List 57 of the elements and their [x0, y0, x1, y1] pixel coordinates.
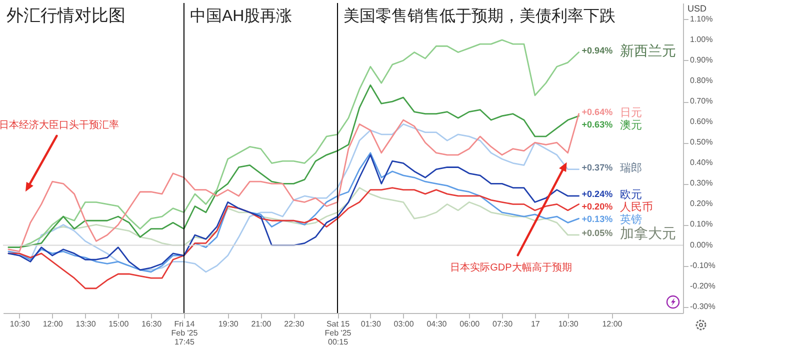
y-tick-label: 1.00%: [690, 34, 713, 44]
data-label: +0.94%: [582, 45, 613, 56]
x-tick-label: Sat 15 Feb '25 00:15: [324, 320, 352, 346]
x-tick-label: 10:30: [10, 320, 31, 328]
text: 加拿大元: [620, 225, 676, 242]
annotation: 日本实际GDP大幅高于预期: [450, 262, 572, 274]
y-tick-label: 0.60%: [690, 117, 713, 126]
x-tick-label: 04:30: [426, 320, 448, 328]
x-tick-label: 17: [530, 320, 540, 328]
y-tick-label: 0.40%: [690, 158, 713, 168]
text: 澳元: [620, 119, 642, 132]
text: 英镑: [620, 212, 642, 226]
x-tick-label: 12:00: [602, 320, 623, 328]
y-tick-label: 0.00%: [690, 240, 713, 250]
x-tick-label: 19:30: [218, 320, 239, 328]
x-tick-label: 12:00: [42, 320, 64, 328]
text: 欧元: [620, 188, 642, 201]
y-tick-label: -0.20%: [690, 281, 716, 290]
x-tick-label: 03:00: [394, 320, 414, 328]
y-tick-label: 0.90%: [690, 55, 713, 64]
text: 新西兰元: [620, 42, 676, 58]
y-tick-label: 0.80%: [690, 76, 713, 86]
x-tick-label: 15:00: [108, 320, 130, 328]
data-label: +0.63%: [582, 119, 613, 130]
ref-line-label: 中国AH股再涨: [190, 7, 292, 25]
data-label: +0.05%: [582, 228, 613, 238]
y-tick-label: 0.70%: [690, 96, 713, 106]
text: 人民币: [620, 200, 653, 214]
y-tick-label: 0.30%: [690, 178, 713, 188]
y-tick-label: 0.10%: [690, 220, 713, 229]
chart-title: 外汇行情对比图: [6, 6, 126, 25]
x-tick-label: 10:30: [558, 320, 579, 328]
y-tick-label: 1.10%: [690, 14, 713, 24]
data-label: +0.64%: [582, 106, 613, 117]
x-tick-label: 22:30: [284, 320, 305, 328]
x-tick-label: 21:00: [251, 320, 272, 328]
text: 日元: [620, 106, 642, 119]
data-label: +0.13%: [582, 214, 613, 224]
data-label: +0.37%: [582, 162, 613, 172]
x-tick-label: Fri 14 Feb '25 17:45: [171, 320, 198, 346]
y-tick-label: -0.30%: [690, 302, 716, 311]
text: 瑞郎: [620, 161, 642, 174]
ref-line-label: 美国零售销售低于预期，美债利率下跌: [344, 7, 616, 25]
x-tick-label: 16:30: [142, 320, 162, 328]
x-tick-label: 06:00: [460, 320, 480, 328]
x-tick-label: 13:30: [76, 320, 96, 328]
y-tick-label: 0.50%: [690, 138, 713, 147]
line-series: [8, 113, 580, 252]
y-tick-label: -0.10%: [690, 260, 716, 270]
data-label: +0.20%: [582, 201, 613, 212]
y-axis-title: USD: [688, 4, 707, 14]
x-tick-label: 07:30: [492, 320, 514, 328]
x-tick-label: 01:30: [360, 320, 382, 328]
y-tick-label: 0.20%: [690, 199, 713, 208]
annotation: 日本经济大臣口头干预汇率: [0, 119, 119, 131]
line-series: [8, 84, 580, 248]
data-label: +0.24%: [582, 188, 613, 199]
